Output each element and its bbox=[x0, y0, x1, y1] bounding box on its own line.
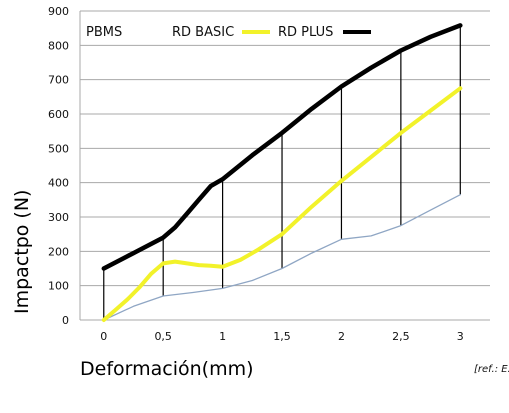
legend-title: PBMS bbox=[86, 25, 122, 40]
x-tick-label: 0 bbox=[100, 330, 107, 343]
y-axis-title: Impactpo (N) bbox=[11, 190, 33, 314]
x-tick-label: 2,5 bbox=[392, 330, 410, 343]
x-tick-labels: 0 0,5 1 1,5 2 2,5 3 bbox=[100, 330, 464, 343]
y-tick-label: 400 bbox=[48, 177, 69, 190]
series-line-rd-plus bbox=[101, 23, 463, 271]
x-axis-title: Deformación(mm) bbox=[80, 358, 254, 380]
x-tick-label: 2 bbox=[338, 330, 345, 343]
x-tick-label: 1,5 bbox=[273, 330, 291, 343]
x-tick-label: 3 bbox=[457, 330, 464, 343]
legend: PBMS RD BASIC RD PLUS bbox=[86, 25, 371, 40]
y-tick-label: 100 bbox=[48, 280, 69, 293]
y-tick-label: 300 bbox=[48, 211, 69, 224]
y-tick-label: 900 bbox=[48, 5, 69, 18]
y-tick-label: 800 bbox=[48, 39, 69, 52]
legend-label-rd-basic: RD BASIC bbox=[172, 25, 234, 40]
y-tick-label: 500 bbox=[48, 142, 69, 155]
series-lines bbox=[101, 23, 463, 322]
y-tick-label: 0 bbox=[62, 314, 69, 327]
series-line-pbms bbox=[103, 194, 461, 321]
y-tick-label: 600 bbox=[48, 108, 69, 121]
y-tick-label: 700 bbox=[48, 74, 69, 87]
x-tick-label: 1 bbox=[219, 330, 226, 343]
x-tick-label: 0,5 bbox=[154, 330, 172, 343]
y-tick-labels: 0 100 200 300 400 500 600 700 800 900 bbox=[48, 5, 69, 327]
grid-lines bbox=[79, 10, 490, 321]
y-tick-label: 200 bbox=[48, 245, 69, 258]
legend-label-rd-plus: RD PLUS bbox=[278, 25, 333, 40]
reference-note: [ref.: E. bbox=[474, 364, 509, 375]
series-line-rd-basic bbox=[101, 86, 463, 322]
drop-lines bbox=[103, 25, 461, 320]
